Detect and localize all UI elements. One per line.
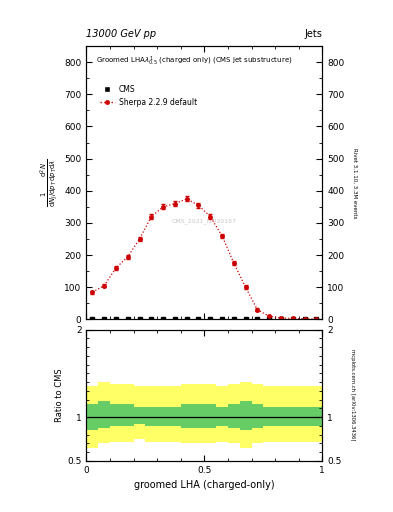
CMS [220, 316, 224, 322]
CMS [102, 316, 107, 322]
Y-axis label: Ratio to CMS: Ratio to CMS [55, 368, 64, 422]
CMS [196, 316, 201, 322]
CMS [302, 316, 307, 322]
CMS [208, 316, 213, 322]
Y-axis label: mcplots.cern.ch [arXiv:1306.3436]: mcplots.cern.ch [arXiv:1306.3436] [350, 349, 355, 441]
CMS [267, 316, 272, 322]
Text: CMS_2021_I1920187: CMS_2021_I1920187 [172, 218, 237, 224]
Text: 13000 GeV pp: 13000 GeV pp [86, 29, 156, 39]
CMS [90, 316, 95, 322]
CMS [161, 316, 165, 322]
CMS [114, 316, 118, 322]
CMS [149, 316, 154, 322]
CMS [255, 316, 260, 322]
CMS [279, 316, 283, 322]
Y-axis label: Rivet 3.1.10, 3.3M events: Rivet 3.1.10, 3.3M events [353, 147, 358, 218]
Legend: CMS, Sherpa 2.2.9 default: CMS, Sherpa 2.2.9 default [97, 83, 199, 109]
Text: Groomed LHA$\lambda^1_{0.5}$ (charged only) (CMS jet substructure): Groomed LHA$\lambda^1_{0.5}$ (charged on… [96, 54, 292, 68]
CMS [173, 316, 177, 322]
Line: CMS: CMS [91, 317, 318, 321]
Text: Jets: Jets [305, 29, 322, 39]
CMS [184, 316, 189, 322]
CMS [125, 316, 130, 322]
CMS [137, 316, 142, 322]
Y-axis label: $\frac{1}{\mathrm{d}N_J/\mathrm{d}p_T} \frac{\mathrm{d}^2N}{\mathrm{d}p_T\mathrm: $\frac{1}{\mathrm{d}N_J/\mathrm{d}p_T} \… [38, 159, 60, 207]
CMS [243, 316, 248, 322]
CMS [314, 316, 319, 322]
CMS [231, 316, 236, 322]
X-axis label: groomed LHA (charged-only): groomed LHA (charged-only) [134, 480, 275, 490]
CMS [290, 316, 295, 322]
